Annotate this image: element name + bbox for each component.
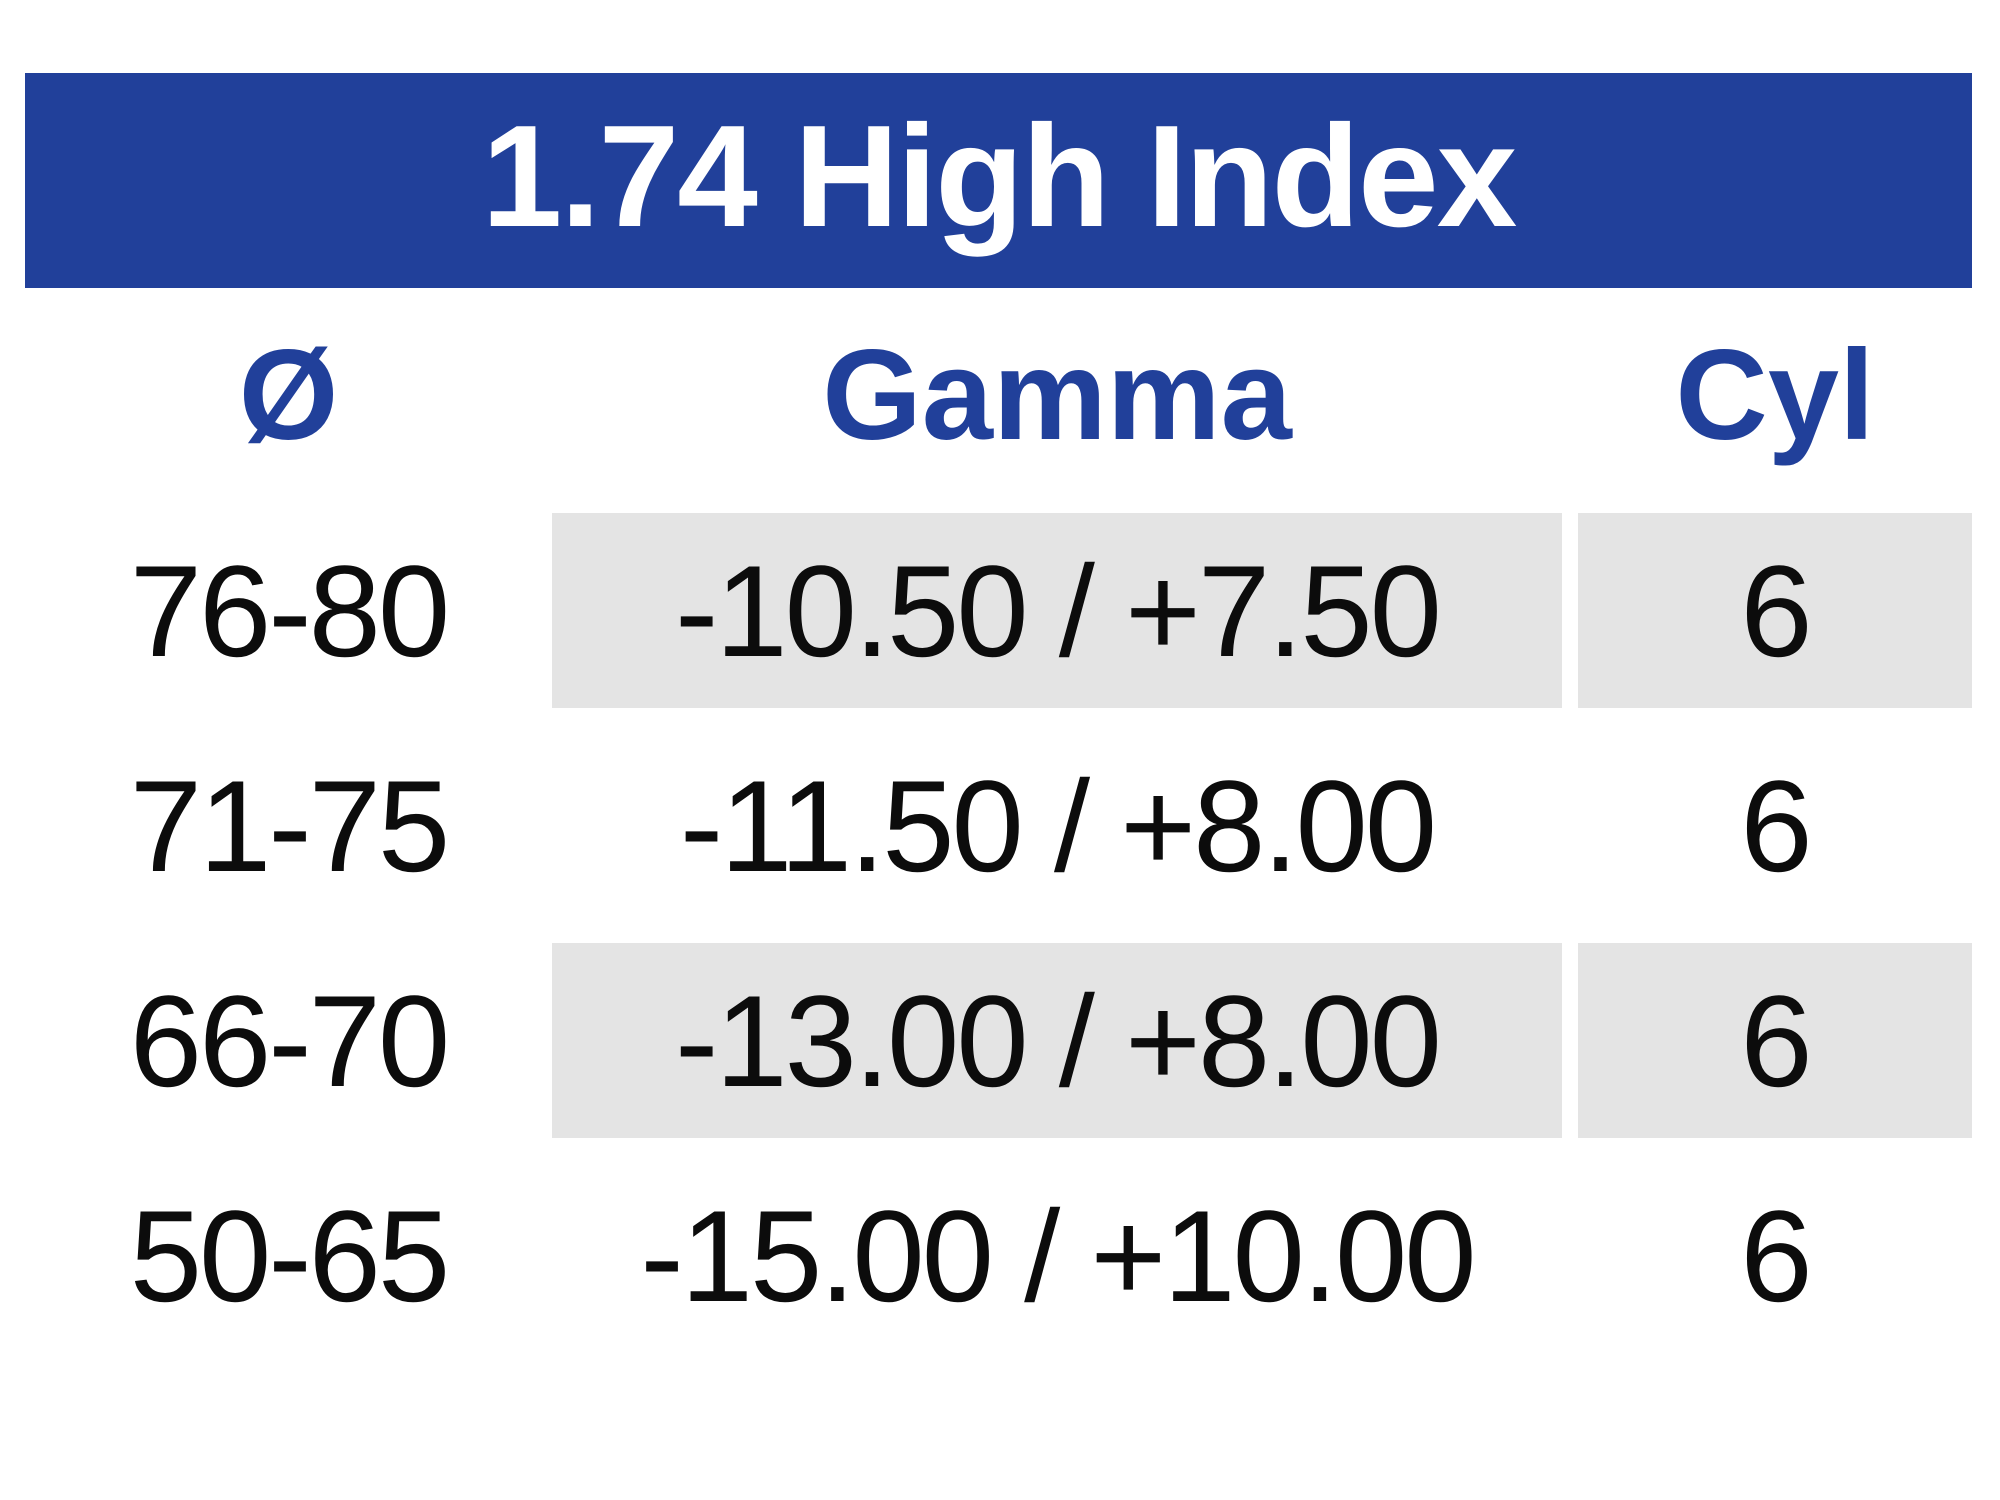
header-cell-gamma: Gamma — [552, 288, 1562, 503]
header-cell-diameter: Ø — [25, 288, 552, 503]
cyl-value: 6 — [1740, 537, 1812, 684]
column-gap — [1562, 933, 1578, 1148]
gamma-column-header: Gamma — [822, 323, 1292, 467]
cyl-cell: 6 — [1578, 1148, 1972, 1363]
gamma-value: -15.00 / +10.00 — [640, 1182, 1476, 1329]
gamma-value: -11.50 / +8.00 — [679, 752, 1437, 899]
header-column-gap — [1562, 288, 1578, 503]
cyl-value: 6 — [1740, 752, 1812, 899]
table-body: 76-80 -10.50 / +7.50 6 71-75 -11.50 / +8… — [25, 503, 1972, 1363]
spec-table: Ø Gamma Cyl 76-80 -10.50 / +7.50 6 71-75 — [25, 288, 1972, 1363]
table-row: 71-75 -11.50 / +8.00 6 — [25, 718, 1972, 933]
column-gap — [1562, 503, 1578, 718]
gamma-cell: -15.00 / +10.00 — [552, 1148, 1562, 1363]
cyl-value: 6 — [1740, 967, 1812, 1114]
header-cell-cyl: Cyl — [1578, 288, 1972, 503]
diameter-value: 71-75 — [129, 752, 450, 899]
diameter-value: 66-70 — [129, 967, 450, 1114]
spec-sheet: 1.74 High Index Ø Gamma Cyl 76-80 -10.50… — [25, 73, 1972, 1363]
gamma-value: -13.00 / +8.00 — [675, 967, 1442, 1114]
diameter-cell: 71-75 — [25, 718, 552, 933]
diameter-cell: 76-80 — [25, 503, 552, 718]
gamma-value: -10.50 / +7.50 — [675, 537, 1442, 684]
table-row: 50-65 -15.00 / +10.00 6 — [25, 1148, 1972, 1363]
gamma-cell: -11.50 / +8.00 — [552, 718, 1562, 933]
diameter-value: 50-65 — [129, 1182, 450, 1329]
table-title-banner: 1.74 High Index — [25, 73, 1972, 288]
diameter-cell: 66-70 — [25, 933, 552, 1148]
gamma-cell: -13.00 / +8.00 — [552, 933, 1562, 1148]
cyl-value: 6 — [1740, 1182, 1812, 1329]
page-title: 1.74 High Index — [481, 95, 1518, 257]
cyl-cell: 6 — [1578, 718, 1972, 933]
diameter-column-header: Ø — [238, 323, 339, 467]
column-gap — [1562, 718, 1578, 933]
diameter-value: 76-80 — [129, 537, 450, 684]
table-row: 66-70 -13.00 / +8.00 6 — [25, 933, 1972, 1148]
gamma-cell: -10.50 / +7.50 — [552, 503, 1562, 718]
table-header-row: Ø Gamma Cyl — [25, 288, 1972, 503]
column-gap — [1562, 1148, 1578, 1363]
table-row: 76-80 -10.50 / +7.50 6 — [25, 503, 1972, 718]
cyl-cell: 6 — [1578, 933, 1972, 1148]
cyl-cell: 6 — [1578, 503, 1972, 718]
diameter-cell: 50-65 — [25, 1148, 552, 1363]
cyl-column-header: Cyl — [1675, 323, 1875, 467]
